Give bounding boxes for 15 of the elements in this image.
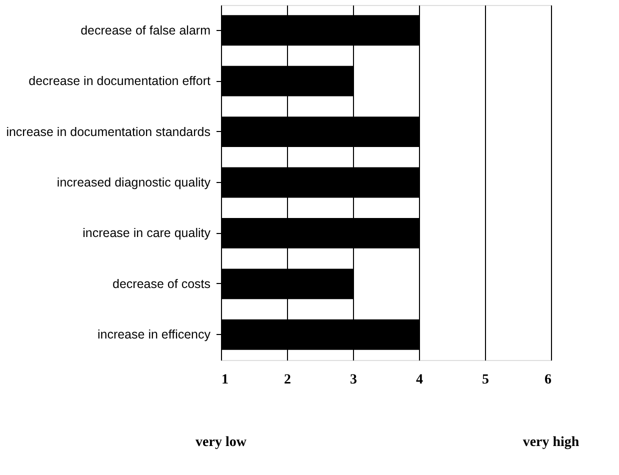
y-tick-label: increase in care quality <box>82 226 212 240</box>
y-tick-label: decrease in documentation effort <box>28 74 212 88</box>
x-tick-label: 3 <box>350 372 357 388</box>
y-tick-label: decrease of false alarm <box>80 23 210 38</box>
y-tick-label: decrease of costs <box>112 276 210 291</box>
text: very low <box>196 435 248 450</box>
x-tick-label: 5 <box>482 372 489 388</box>
y-tick-label: increased diagnostic quality <box>56 176 212 190</box>
y-tick-label: increase in efficency <box>97 328 212 342</box>
x-tick-label: 2 <box>284 372 291 388</box>
text: very high <box>522 435 580 450</box>
x-tick-label: 4 <box>416 372 423 388</box>
x-tick-label: 6 <box>544 372 552 388</box>
x-tick-label: 1 <box>222 372 228 388</box>
y-tick-label: increase in documentation standards <box>6 124 210 139</box>
